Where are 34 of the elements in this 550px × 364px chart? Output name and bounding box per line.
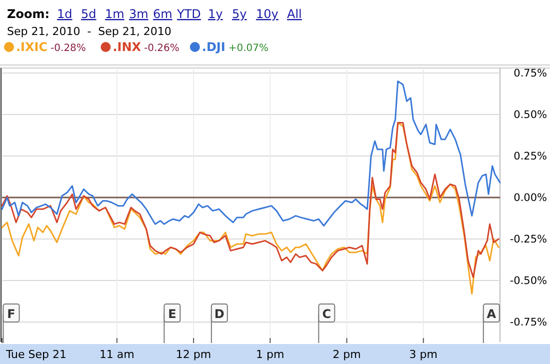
- text: 5y: [232, 7, 247, 21]
- chart-title: Sep 21, 2010 - Sep 21, 2010: [7, 25, 172, 38]
- line-series: [1, 80, 501, 227]
- x-tick-label: 12 pm: [176, 348, 212, 361]
- y-tick-label: -0.25%: [510, 234, 548, 246]
- text: 10y: [256, 7, 278, 21]
- y-tick-label: 0.50%: [514, 109, 548, 122]
- ref-line-label: C: [322, 307, 332, 321]
- x-tick-label: Tue Sep 21: [5, 348, 67, 361]
- y-tick-label: -0.50%: [510, 275, 548, 288]
- y-tick-label: 0.00%: [514, 192, 548, 204]
- x-tick-label: 1 pm: [256, 348, 284, 361]
- ref-line-label: F: [7, 307, 16, 321]
- text: Zoom:: [7, 7, 50, 21]
- x-tick-label: 3 pm: [409, 348, 438, 361]
- text: 1d: [57, 7, 72, 21]
- legend-label: .INX -0.26%: [112, 40, 180, 54]
- legend-label: .DJI +0.07%: [202, 40, 269, 54]
- y-tick-label: 0.25%: [514, 150, 548, 163]
- x-tick-label: 2 pm: [332, 348, 361, 361]
- text: YTD: [176, 7, 201, 21]
- y-tick-label: -0.75%: [510, 316, 548, 329]
- ref-line-label: D: [214, 307, 224, 321]
- ref-line-label: A: [486, 307, 497, 321]
- y-tick-label: 0.75%: [514, 68, 548, 80]
- legend-label: .IXIC -0.28%: [16, 40, 86, 54]
- text: 1m: [105, 7, 124, 21]
- text: 5d: [81, 7, 96, 21]
- ref-line-label: E: [168, 307, 176, 321]
- text: 6m: [153, 7, 172, 21]
- text: 1y: [208, 7, 223, 21]
- x-tick-label: 11 am: [99, 348, 134, 361]
- text: 3m: [129, 7, 148, 21]
- text: All: [287, 7, 302, 21]
